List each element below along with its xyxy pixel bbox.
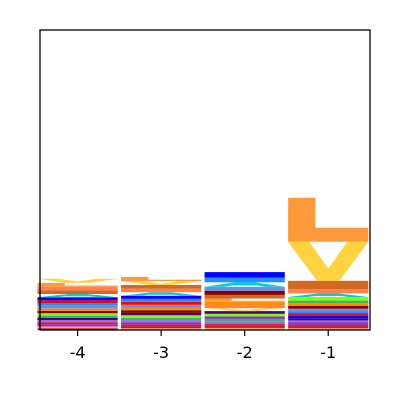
letter-E-pos-2: [204, 277, 285, 283]
letter-F-pos-4: [37, 290, 118, 294]
letter-M-pos-2: [204, 325, 285, 328]
letter-T-pos-1: [288, 297, 369, 301]
letter-G-pos-3: [121, 310, 202, 313]
letter-V-pos-2: [204, 308, 285, 312]
axes-frame: [39, 29, 371, 331]
letter-N-pos-2: [204, 321, 285, 324]
letter-Q-pos-4: [37, 318, 118, 321]
letter-M-pos-1: [288, 326, 369, 329]
letter-W-pos-1: [288, 328, 369, 330]
letter-K-pos-4: [37, 297, 118, 301]
letter-E-pos-1: [288, 311, 369, 314]
letter-V-pos-3: [121, 281, 202, 285]
x-tick-label--4: -4: [70, 343, 86, 362]
letter-E-pos-3: [121, 298, 202, 302]
letter-C-pos-1: [288, 324, 369, 327]
letter-L-pos-3: [121, 276, 202, 282]
letter-I-pos-2: [204, 305, 285, 309]
letter-C-pos-4: [37, 322, 118, 325]
letter-A-pos-1: [288, 293, 369, 297]
letter-F-pos-3: [121, 285, 202, 289]
letter-K-pos-2: [204, 272, 285, 278]
x-axis-tick-labels: -4 -3 -2 -1: [70, 343, 337, 362]
stack-position--3: [121, 276, 202, 330]
letter-A-pos-4: [37, 294, 118, 298]
letter-P-pos-4: [37, 308, 118, 311]
letter-I-pos-3: [121, 288, 202, 293]
x-tick-label--1: -1: [320, 343, 336, 362]
letter-I-pos-4: [37, 286, 118, 291]
stack-position--1: [288, 197, 369, 330]
letter-N-pos-4: [37, 320, 118, 323]
letter-I-pos-1: [288, 289, 369, 294]
letter-W-pos-2: [204, 327, 285, 330]
letter-L-pos-4: [37, 282, 118, 287]
letter-P-pos-3: [121, 307, 202, 311]
letter-H-pos-2: [204, 316, 285, 319]
letter-A-pos-2: [204, 282, 285, 287]
letter-P-pos-2: [204, 301, 285, 306]
x-tick-label--2: -2: [237, 343, 253, 362]
letter-K-pos-3: [121, 295, 202, 299]
letter-Q-pos-2: [204, 311, 285, 314]
letter-G-pos-2: [204, 290, 285, 295]
letter-N-pos-1: [288, 320, 369, 323]
letter-G-pos-1: [288, 306, 369, 309]
letter-E-pos-4: [37, 303, 118, 306]
letter-R-pos-4: [37, 300, 118, 303]
letter-stacks: [37, 197, 369, 330]
letter-R-pos-3: [121, 301, 202, 305]
letter-W-pos-4: [37, 326, 118, 329]
letter-D-pos-2: [204, 286, 285, 291]
letter-H-pos-3: [121, 322, 202, 325]
letter-V-pos-4: [37, 278, 118, 283]
letter-C-pos-2: [204, 323, 285, 326]
letter-C-pos-3: [121, 324, 202, 327]
letter-G-pos-4: [37, 310, 118, 314]
letter-D-pos-4: [37, 305, 118, 309]
letter-L-pos-2: [204, 298, 285, 302]
letter-H-pos-1: [288, 322, 369, 325]
letter-T-pos-3: [121, 315, 202, 318]
letter-S-pos-2: [204, 318, 285, 322]
x-axis-ticks: [76, 330, 329, 336]
letter-V-pos-1: [288, 241, 369, 281]
stack-position--4: [37, 278, 118, 330]
letter-T-pos-4: [37, 313, 118, 316]
letter-M-pos-3: [121, 326, 202, 329]
letter-L-pos-1: [288, 197, 369, 242]
letter-H-pos-4: [37, 324, 118, 327]
letter-A-pos-3: [121, 292, 202, 296]
letter-K-pos-1: [288, 315, 369, 319]
letter-D-pos-1: [288, 308, 369, 312]
letter-D-pos-3: [121, 304, 202, 308]
letter-F-pos-1: [288, 280, 369, 290]
letter-T-pos-2: [204, 313, 285, 317]
letter-S-pos-1: [288, 300, 369, 304]
letter-P-pos-1: [288, 303, 369, 306]
letter-M-pos-4: [37, 328, 118, 330]
x-tick-label--3: -3: [153, 343, 169, 362]
letter-F-pos-2: [204, 294, 285, 299]
letter-Q-pos-1: [288, 318, 369, 321]
letter-N-pos-3: [121, 320, 202, 323]
letter-S-pos-4: [37, 315, 118, 318]
letter-W-pos-3: [121, 328, 202, 330]
stack-position--2: [204, 272, 285, 330]
letter-S-pos-3: [121, 317, 202, 321]
letter-R-pos-1: [288, 313, 369, 316]
letter-Q-pos-3: [121, 312, 202, 316]
